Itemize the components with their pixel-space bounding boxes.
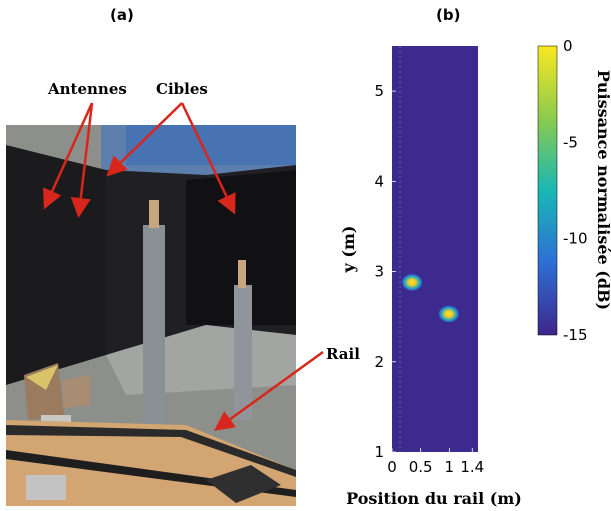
panel-b-label: (b) bbox=[436, 6, 461, 24]
x-tick-label: 1.4 bbox=[460, 458, 484, 476]
hotspot-1 bbox=[401, 273, 424, 292]
annotation-rail: Rail bbox=[326, 345, 360, 363]
y-tick-label: 1 bbox=[374, 443, 384, 461]
hotspot-layer bbox=[401, 273, 460, 323]
y-tick-label: 4 bbox=[374, 172, 384, 190]
x-tick-label: 0.5 bbox=[409, 458, 433, 476]
annotation-antennas: Antennes bbox=[48, 80, 127, 98]
plot-area bbox=[392, 46, 478, 452]
colorbar-title: Puissance normalisée (dB) bbox=[594, 70, 611, 310]
y-tick-label: 3 bbox=[374, 263, 384, 281]
colorbar-tick-label: -15 bbox=[563, 326, 588, 344]
colorbar bbox=[537, 45, 558, 336]
x-axis-title: Position du rail (m) bbox=[346, 489, 522, 508]
y-tick-label: 2 bbox=[374, 353, 384, 371]
annotation-targets: Cibles bbox=[156, 80, 208, 98]
hotspot-2 bbox=[437, 304, 460, 323]
x-tick-label: 1 bbox=[445, 458, 455, 476]
colorbar-tick-label: -10 bbox=[563, 230, 588, 248]
y-axis-title: y (m) bbox=[339, 226, 358, 274]
colorbar-tick-label: -5 bbox=[563, 133, 578, 151]
heatmap-chart: 0 0.5 1 1.4 1 2 3 4 5 0 -5 -10 -15 Position du rai… bbox=[339, 37, 611, 508]
panel-a-label: (a) bbox=[110, 6, 134, 24]
x-ticks: 0 0.5 1 1.4 bbox=[387, 448, 484, 476]
x-tick-label: 0 bbox=[387, 458, 397, 476]
colorbar-tick-label: 0 bbox=[563, 37, 573, 55]
y-ticks: 1 2 3 4 5 bbox=[374, 82, 396, 461]
experiment-photo bbox=[6, 125, 296, 506]
colorbar-ticks: 0 -5 -10 -15 bbox=[563, 37, 588, 344]
y-tick-label: 5 bbox=[374, 82, 384, 100]
photo-scene bbox=[6, 125, 296, 506]
